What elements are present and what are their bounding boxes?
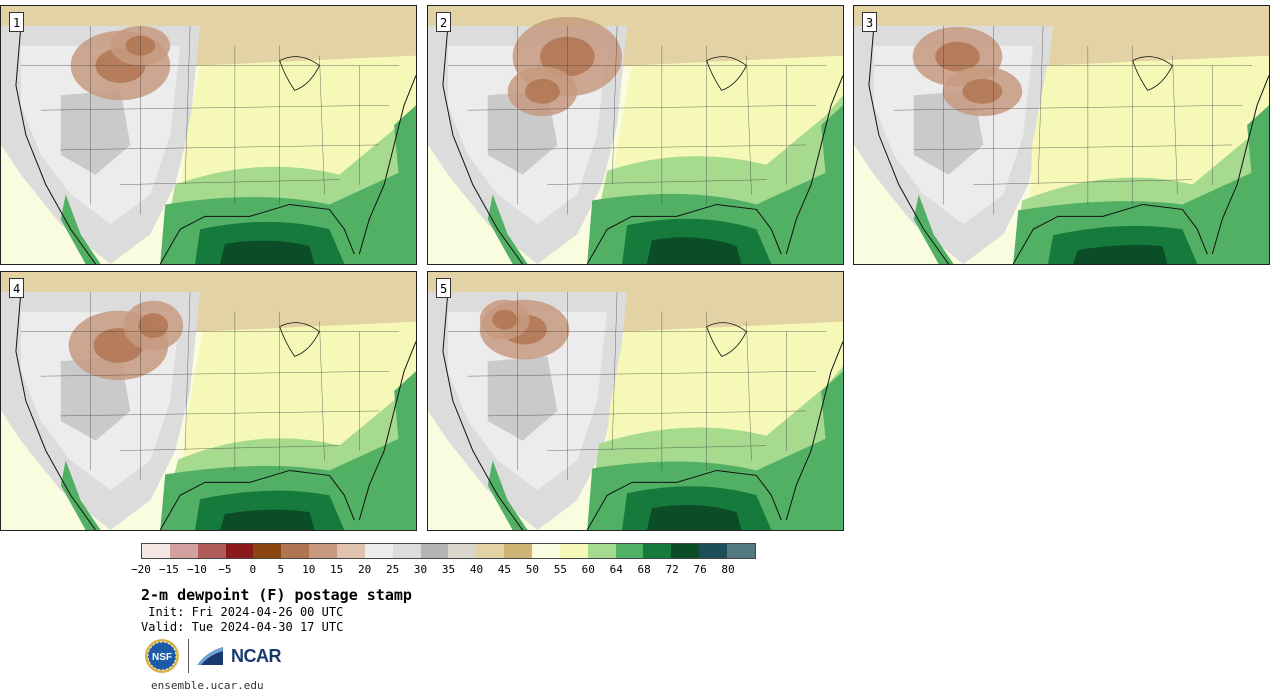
state-boundaries	[447, 25, 827, 215]
colorbar-swatch	[587, 544, 616, 558]
colorbar-swatch	[364, 544, 393, 558]
coastline	[442, 25, 843, 264]
ensemble-member-map-3: 3	[853, 5, 1270, 265]
nsf-logo-icon: NSF	[145, 639, 179, 673]
colorbar-tick-label: −20	[131, 563, 151, 576]
colorbar-tick-label: 25	[385, 563, 400, 576]
ensemble-member-map-2: 2	[427, 5, 844, 265]
great-lakes	[1132, 56, 1173, 91]
init-time: Init: Fri 2024-04-26 00 UTC	[141, 605, 344, 619]
colorbar-tick-label: 0	[249, 563, 257, 576]
great-lakes	[279, 56, 320, 91]
colorbar-tick-label: 64	[609, 563, 623, 576]
colorbar-swatch	[671, 544, 700, 558]
dewpoint-map	[428, 272, 843, 530]
colorbar-swatch	[615, 544, 644, 558]
colorbar-tick-label: −15	[159, 563, 179, 576]
colorbar-tick-label: 68	[637, 563, 651, 576]
colorbar-tick-label: 30	[413, 563, 428, 576]
member-number-badge: 5	[436, 278, 452, 298]
colorbar-tick-label: 5	[277, 563, 285, 576]
colorbar-swatch	[253, 544, 282, 558]
colorbar-tick-label: 15	[330, 563, 344, 576]
colorbar-swatch	[309, 544, 338, 558]
colorbar-swatch	[532, 544, 560, 558]
great-lakes	[706, 322, 747, 357]
colorbar-swatch	[281, 544, 310, 558]
colorbar-swatch	[559, 544, 588, 558]
colorbar-tick-label: 20	[358, 563, 372, 576]
colorbar-swatch	[197, 544, 226, 558]
coastline	[868, 25, 1269, 264]
member-number-badge: 3	[862, 12, 878, 32]
dewpoint-map	[1, 6, 416, 264]
colorbar-tick-label: −10	[186, 563, 207, 576]
great-lakes	[279, 322, 320, 357]
ensemble-member-map-4: 4	[0, 271, 417, 531]
colorbar-tick-label: 40	[469, 563, 484, 576]
logo-divider	[188, 639, 189, 673]
coastline	[15, 291, 416, 530]
state-boundaries	[447, 291, 827, 481]
colorbar-tick-label: −5	[218, 563, 232, 576]
colorbar-swatch	[643, 544, 672, 558]
ncar-logo-text: NCAR	[231, 645, 282, 666]
colorbar-swatch	[169, 544, 198, 558]
colorbar-tick-label: 76	[693, 563, 707, 576]
coastline	[442, 291, 843, 530]
state-boundaries	[873, 25, 1253, 215]
ensemble-member-map-1: 1	[0, 5, 417, 265]
state-boundaries	[20, 291, 400, 481]
colorbar-tick-label: 80	[721, 563, 735, 576]
colorbar-swatch	[337, 544, 365, 558]
colorbar-tick-labels: −20 −15 −10 −5 0 5 10 15 20 25 30 35 40 45 50 55 60 64 68 7…	[131, 563, 756, 577]
member-number-badge: 4	[9, 278, 25, 298]
colorbar-swatch	[392, 544, 421, 558]
dewpoint-map	[428, 6, 843, 264]
colorbar-tick-label: 10	[302, 563, 316, 576]
nsf-logo-text: NSF	[152, 652, 172, 663]
ncar-logo-icon	[197, 647, 223, 665]
colorbar-tick-label: 50	[525, 563, 539, 576]
colorbar-swatch	[699, 544, 728, 558]
great-lakes	[706, 56, 747, 91]
colorbar-swatch	[142, 544, 170, 558]
member-number-badge: 2	[436, 12, 452, 32]
colorbar-swatch	[504, 544, 533, 558]
logos: NSF NCAR	[144, 636, 282, 676]
state-boundaries	[20, 25, 400, 215]
dewpoint-map	[854, 6, 1269, 264]
colorbar-tick-label: 72	[665, 563, 679, 576]
colorbar	[141, 543, 756, 559]
colorbar-swatch	[476, 544, 505, 558]
coastline	[15, 25, 416, 264]
colorbar-swatch	[420, 544, 449, 558]
dewpoint-map	[1, 272, 416, 530]
colorbar-tick-label: 35	[441, 563, 456, 576]
colorbar-tick-label: 60	[581, 563, 595, 576]
colorbar-swatch	[225, 544, 254, 558]
colorbar-tick-label: 45	[497, 563, 512, 576]
member-number-badge: 1	[9, 12, 25, 32]
colorbar-tick-label: 55	[553, 563, 567, 576]
ensemble-member-map-5: 5	[427, 271, 844, 531]
valid-time: Valid: Tue 2024-04-30 17 UTC	[141, 620, 344, 634]
colorbar-swatch	[448, 544, 477, 558]
figure-title: 2-m dewpoint (F) postage stamp	[141, 586, 412, 604]
website-url: ensemble.ucar.edu	[151, 679, 264, 692]
colorbar-swatch	[727, 544, 755, 558]
